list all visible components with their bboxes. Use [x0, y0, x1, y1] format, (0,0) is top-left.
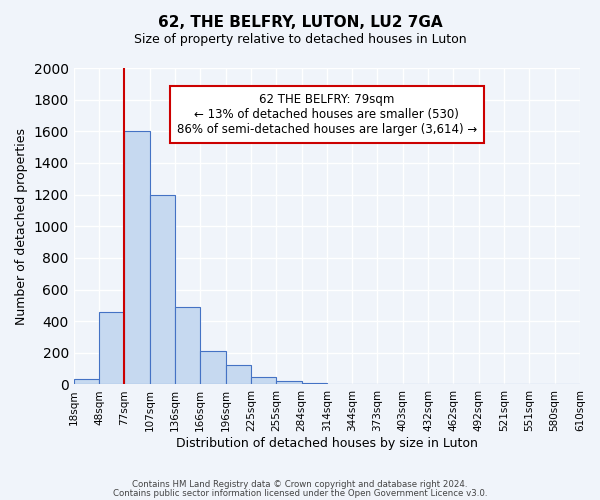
- Bar: [175, 307, 200, 384]
- Bar: [200, 351, 226, 384]
- Bar: [251, 378, 276, 384]
- Bar: [302, 383, 327, 384]
- Bar: [99, 312, 124, 384]
- Text: 62 THE BELFRY: 79sqm
← 13% of detached houses are smaller (530)
86% of semi-deta: 62 THE BELFRY: 79sqm ← 13% of detached h…: [177, 94, 477, 136]
- Text: Size of property relative to detached houses in Luton: Size of property relative to detached ho…: [134, 32, 466, 46]
- Y-axis label: Number of detached properties: Number of detached properties: [15, 128, 28, 324]
- Bar: [276, 382, 302, 384]
- Text: Contains public sector information licensed under the Open Government Licence v3: Contains public sector information licen…: [113, 488, 487, 498]
- Bar: [149, 194, 175, 384]
- Text: Contains HM Land Registry data © Crown copyright and database right 2024.: Contains HM Land Registry data © Crown c…: [132, 480, 468, 489]
- Text: 62, THE BELFRY, LUTON, LU2 7GA: 62, THE BELFRY, LUTON, LU2 7GA: [158, 15, 442, 30]
- Bar: [226, 366, 251, 384]
- Bar: [74, 379, 99, 384]
- X-axis label: Distribution of detached houses by size in Luton: Distribution of detached houses by size …: [176, 437, 478, 450]
- Bar: [124, 132, 149, 384]
